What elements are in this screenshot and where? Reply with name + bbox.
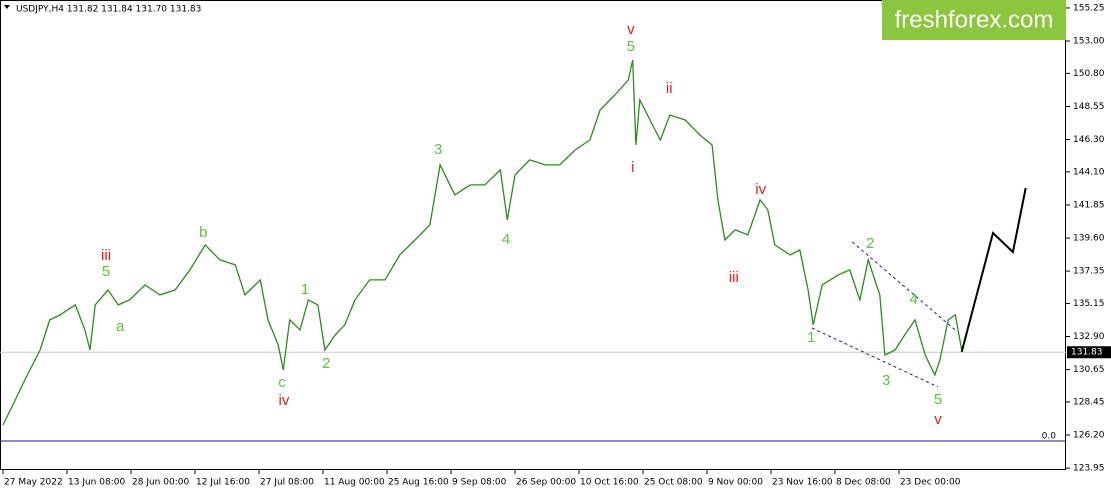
x-tick-label: 9 Sep 08:00 [452, 478, 507, 488]
wave-label: 2 [322, 355, 330, 372]
y-tick-label: 123.95 [1073, 464, 1105, 474]
wave-label: 5 [102, 263, 110, 280]
plot-frame [0, 0, 1066, 470]
y-tick-label: 130.65 [1073, 365, 1105, 375]
wave-label: 4 [502, 231, 510, 248]
wave-label: 3 [882, 372, 890, 389]
logo-box [882, 0, 1066, 40]
x-tick-label: 13 Jun 08:00 [68, 478, 125, 488]
y-tick-label: 128.45 [1073, 397, 1105, 407]
menu-arrow[interactable] [4, 5, 10, 9]
x-tick-label: 9 Nov 00:00 [708, 478, 763, 488]
zero-level-label: 0.0 [1042, 432, 1057, 442]
wave-label: 3 [434, 141, 442, 158]
y-tick-label: 135.15 [1073, 299, 1105, 309]
wave-label: v [627, 21, 635, 38]
price-line-series [960, 187, 1027, 353]
wave-label: ii [666, 80, 673, 97]
trendline [851, 241, 956, 331]
y-tick-label: 126.20 [1073, 431, 1105, 441]
wave-label: c [278, 374, 286, 391]
price-label: 131.83 [1071, 348, 1103, 358]
x-tick-label: 28 Jun 00:00 [132, 478, 189, 488]
wave-label: i [631, 159, 634, 176]
x-tick-label: 27 Jul 08:00 [260, 478, 314, 488]
y-tick-label: 148.55 [1073, 102, 1105, 112]
wave-label: 2 [866, 235, 874, 252]
wave-label: a [116, 318, 125, 335]
trendline [811, 327, 939, 388]
wave-label: 5 [934, 391, 942, 408]
y-tick-label: 150.80 [1073, 69, 1105, 79]
x-tick-label: 11 Aug 00:00 [324, 478, 385, 488]
wave-label: iii [101, 247, 111, 264]
y-tick-label: 137.35 [1073, 267, 1105, 277]
price-box [1067, 346, 1111, 359]
x-tick-label: 12 Jul 16:00 [196, 478, 250, 488]
x-tick-label: 26 Sep 00:00 [516, 478, 576, 488]
x-tick-label: 25 Aug 16:00 [388, 478, 449, 488]
y-tick-label: 144.10 [1073, 167, 1105, 177]
logo: freshforex.com [895, 6, 1054, 33]
y-tick-label: 141.85 [1073, 200, 1105, 210]
y-tick-label: 155.25 [1073, 3, 1105, 13]
x-tick-label: 25 Oct 08:00 [644, 478, 703, 488]
wave-label: 4 [910, 291, 918, 308]
wave-label: 1 [301, 281, 309, 298]
wave-label: iv [279, 392, 290, 409]
wave-label: iv [755, 181, 766, 198]
y-tick-label: 132.90 [1073, 332, 1105, 342]
y-tick-label: 146.30 [1073, 135, 1105, 145]
x-tick-label: 23 Nov 16:00 [772, 478, 833, 488]
wave-label: v [934, 411, 942, 428]
y-tick-label: 153.00 [1073, 37, 1105, 47]
wave-label: iii [729, 269, 739, 286]
x-tick-label: 23 Dec 00:00 [900, 478, 961, 488]
x-tick-label: 10 Oct 16:00 [580, 478, 639, 488]
price-line-series [2, 59, 963, 426]
chart-title: USDJPY,H4 131.82 131.84 131.70 131.83 [16, 5, 201, 15]
wave-label: 1 [807, 329, 815, 346]
x-tick-label: 27 May 2022 [4, 478, 63, 488]
x-tick-label: 8 Dec 08:00 [836, 478, 891, 488]
wave-label: 5 [627, 38, 635, 55]
y-tick-label: 139.60 [1073, 234, 1105, 244]
wave-label: b [199, 224, 207, 241]
